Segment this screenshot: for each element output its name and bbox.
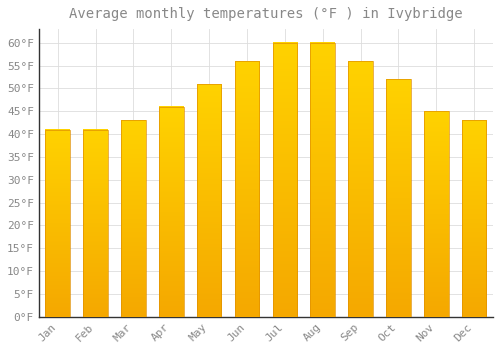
Bar [234, 61, 260, 317]
Bar [121, 120, 146, 317]
Bar [386, 79, 410, 317]
Bar [46, 130, 70, 317]
Bar [159, 107, 184, 317]
Bar [348, 61, 373, 317]
Bar [424, 111, 448, 317]
Bar [84, 130, 108, 317]
Bar [272, 43, 297, 317]
Bar [310, 43, 335, 317]
Title: Average monthly temperatures (°F ) in Ivybridge: Average monthly temperatures (°F ) in Iv… [69, 7, 462, 21]
Bar [197, 84, 222, 317]
Bar [462, 120, 486, 317]
